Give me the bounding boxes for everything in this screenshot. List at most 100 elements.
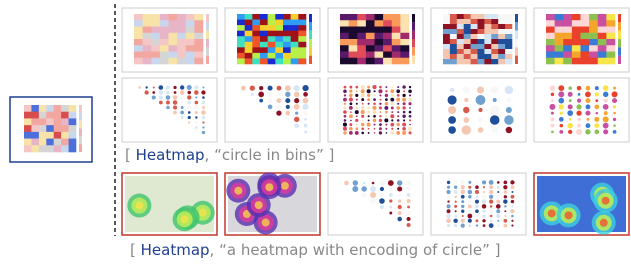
dot — [304, 118, 307, 121]
cell — [291, 14, 299, 20]
dot — [361, 115, 364, 118]
dot — [407, 206, 410, 209]
dot — [461, 219, 465, 223]
cell — [177, 14, 186, 21]
dot — [402, 98, 406, 102]
dot — [504, 215, 506, 217]
dot — [576, 129, 582, 135]
dot — [503, 219, 507, 223]
cell — [491, 59, 498, 64]
cell — [484, 29, 491, 34]
dot — [159, 101, 163, 105]
dot — [181, 101, 184, 104]
dot — [373, 90, 375, 92]
cell — [237, 31, 245, 37]
dot — [397, 86, 399, 88]
colorbar — [515, 56, 518, 64]
cell — [464, 54, 471, 59]
cell — [498, 29, 505, 34]
dot — [454, 186, 457, 189]
cell — [169, 14, 178, 21]
dot — [506, 127, 513, 134]
dot — [173, 100, 178, 105]
dot — [379, 198, 385, 204]
dot — [489, 190, 493, 194]
cell — [375, 45, 384, 52]
dot — [569, 99, 572, 102]
dot — [201, 90, 205, 94]
dot — [454, 196, 456, 198]
cell — [555, 14, 564, 21]
cell — [471, 14, 478, 19]
dot — [303, 92, 308, 97]
cell — [478, 59, 485, 64]
blob — [600, 219, 608, 227]
dot — [587, 118, 590, 121]
cell — [471, 59, 478, 64]
dot — [402, 94, 405, 97]
cell — [160, 52, 169, 59]
cell — [252, 58, 260, 64]
cell — [589, 58, 598, 65]
cell — [151, 14, 160, 21]
cell — [450, 24, 457, 29]
cell — [143, 33, 152, 40]
cell — [400, 27, 409, 34]
cell — [375, 39, 384, 46]
dot — [378, 89, 382, 93]
cell — [450, 19, 457, 24]
dot — [349, 86, 352, 89]
cell — [491, 49, 498, 54]
dot — [367, 107, 369, 109]
dot — [343, 89, 347, 93]
cell — [589, 27, 598, 34]
cell — [484, 59, 491, 64]
dot — [267, 98, 272, 103]
cell — [39, 145, 47, 152]
cell — [457, 39, 464, 44]
cell — [450, 44, 457, 49]
dot — [373, 98, 376, 101]
dot — [352, 186, 358, 192]
dot — [379, 103, 381, 105]
cell — [366, 58, 375, 65]
cell — [69, 118, 77, 125]
dot — [550, 124, 554, 128]
dot — [202, 101, 206, 105]
blob — [181, 215, 189, 223]
dot — [446, 195, 450, 199]
dot — [461, 205, 464, 208]
cell — [572, 27, 581, 34]
cell — [134, 33, 143, 40]
dot — [259, 86, 263, 90]
cell — [581, 39, 590, 46]
dot — [380, 99, 382, 101]
dot — [568, 104, 573, 109]
cell — [563, 52, 572, 59]
dot — [361, 98, 364, 101]
dot — [482, 195, 486, 199]
query: , “a heatmap with encoding of circle” ] — [210, 241, 501, 259]
thumbnail — [134, 14, 209, 64]
dot — [483, 224, 486, 227]
cell — [245, 31, 253, 37]
cell — [443, 49, 450, 54]
dot — [468, 190, 472, 194]
cell — [31, 112, 39, 119]
cell — [186, 27, 195, 34]
dot — [388, 180, 394, 186]
dot — [258, 92, 264, 98]
cell — [177, 39, 186, 46]
dot — [550, 85, 556, 91]
dot — [397, 111, 399, 113]
dot — [408, 102, 411, 105]
cell — [46, 118, 54, 125]
cell — [237, 42, 245, 48]
cell — [450, 34, 457, 39]
cell — [572, 52, 581, 59]
dot — [188, 121, 190, 123]
dot — [286, 105, 290, 109]
dot — [559, 117, 564, 122]
cell — [134, 39, 143, 46]
dot — [380, 205, 384, 209]
